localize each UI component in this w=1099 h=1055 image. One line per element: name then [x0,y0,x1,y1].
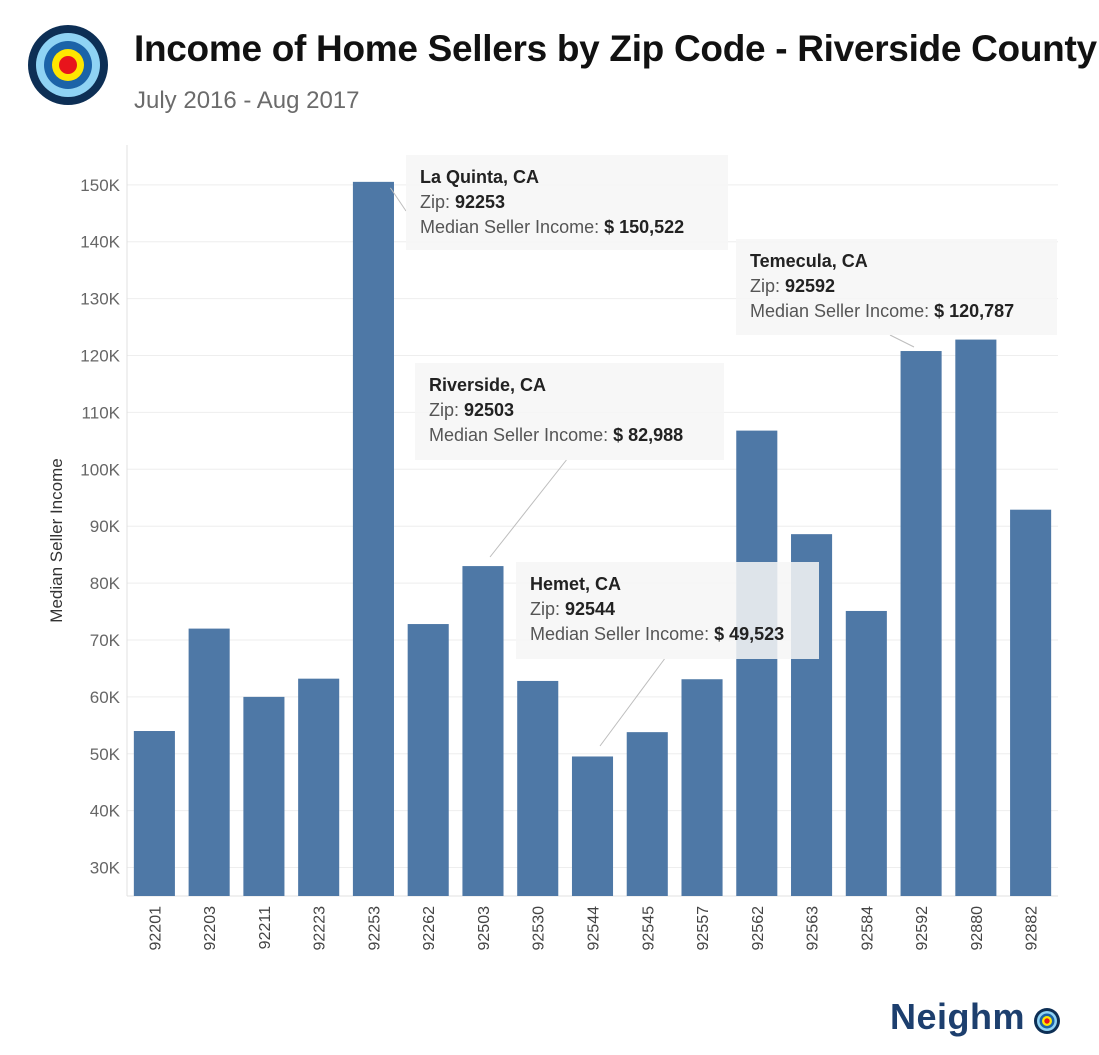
annotation-zip: Zip: 92253 [420,192,505,212]
bar [188,628,230,896]
bar [681,679,723,896]
bar [407,624,449,896]
x-tick-label: 92562 [750,906,767,951]
annotation-leader-line [489,459,567,558]
x-tick-label: 92557 [695,906,712,951]
annotation-leader-line [599,658,665,747]
bar [900,351,942,896]
y-axis-title: Median Seller Income [47,458,66,622]
bar [133,731,175,896]
annotation-zip: Zip: 92503 [429,400,514,420]
annotation-zip: Zip: 92592 [750,276,835,296]
bar [243,696,285,896]
bar [298,678,340,896]
x-tick-label: 92223 [312,906,329,951]
y-tick-label: 110K [82,403,121,422]
y-tick-label: 50K [90,745,121,764]
target-logo-icon [28,25,108,105]
bar [955,339,997,896]
x-tick-label: 92503 [476,906,493,951]
annotation-city: Temecula, CA [750,251,868,271]
y-tick-label: 130K [80,290,120,309]
x-tick-label: 92201 [147,906,164,951]
brand-name: Neighm [890,996,1026,1037]
y-tick-label: 150K [80,176,120,195]
x-tick-label: 92880 [969,906,986,951]
brand-target-icon [1034,1008,1060,1034]
annotation-box [516,562,819,659]
x-tick-label: 92563 [805,906,822,951]
annotation-box [406,155,728,250]
y-tick-label: 120K [80,347,120,366]
x-tick-label: 92592 [914,906,931,951]
x-tick-label: 92882 [1024,906,1041,951]
annotation-city: La Quinta, CA [420,167,539,187]
bar [462,566,504,896]
bar [1010,509,1052,896]
bar [736,430,778,896]
y-tick-label: 140K [80,233,120,252]
y-tick-label: 40K [90,802,121,821]
annotation-zip: Zip: 92544 [530,599,615,619]
page-title: Income of Home Sellers by Zip Code - Riv… [134,28,1097,69]
page-subtitle: July 2016 - Aug 2017 [134,87,360,114]
y-tick-label: 100K [80,460,120,479]
annotation-leader-line [889,334,915,348]
annotation-leader-line [390,187,407,212]
x-tick-label: 92584 [859,906,876,951]
bar [352,181,394,896]
x-tick-label: 92253 [366,906,383,951]
annotation-income: Median Seller Income: $ 120,787 [750,301,1014,321]
x-tick-label: 92545 [640,906,657,951]
y-tick-label: 70K [90,631,121,650]
x-tick-label: 92203 [202,906,219,951]
bar [517,680,559,896]
y-tick-label: 80K [90,574,121,593]
annotation-income: Median Seller Income: $ 49,523 [530,624,784,644]
y-tick-label: 60K [90,688,121,707]
annotation-box [736,239,1057,335]
annotation-box [415,363,724,460]
x-tick-label: 92530 [531,906,548,951]
y-tick-label: 90K [90,517,121,536]
bar [626,732,668,896]
x-tick-label: 92211 [257,906,274,949]
x-tick-label: 92544 [586,906,603,951]
y-tick-label: 30K [90,859,121,878]
x-tick-label: 92262 [421,906,438,951]
annotation-city: Riverside, CA [429,375,546,395]
annotation-income: Median Seller Income: $ 150,522 [420,217,684,237]
bar [845,610,887,896]
bar [571,756,614,896]
annotation-city: Hemet, CA [530,574,621,594]
annotation-income: Median Seller Income: $ 82,988 [429,425,683,445]
